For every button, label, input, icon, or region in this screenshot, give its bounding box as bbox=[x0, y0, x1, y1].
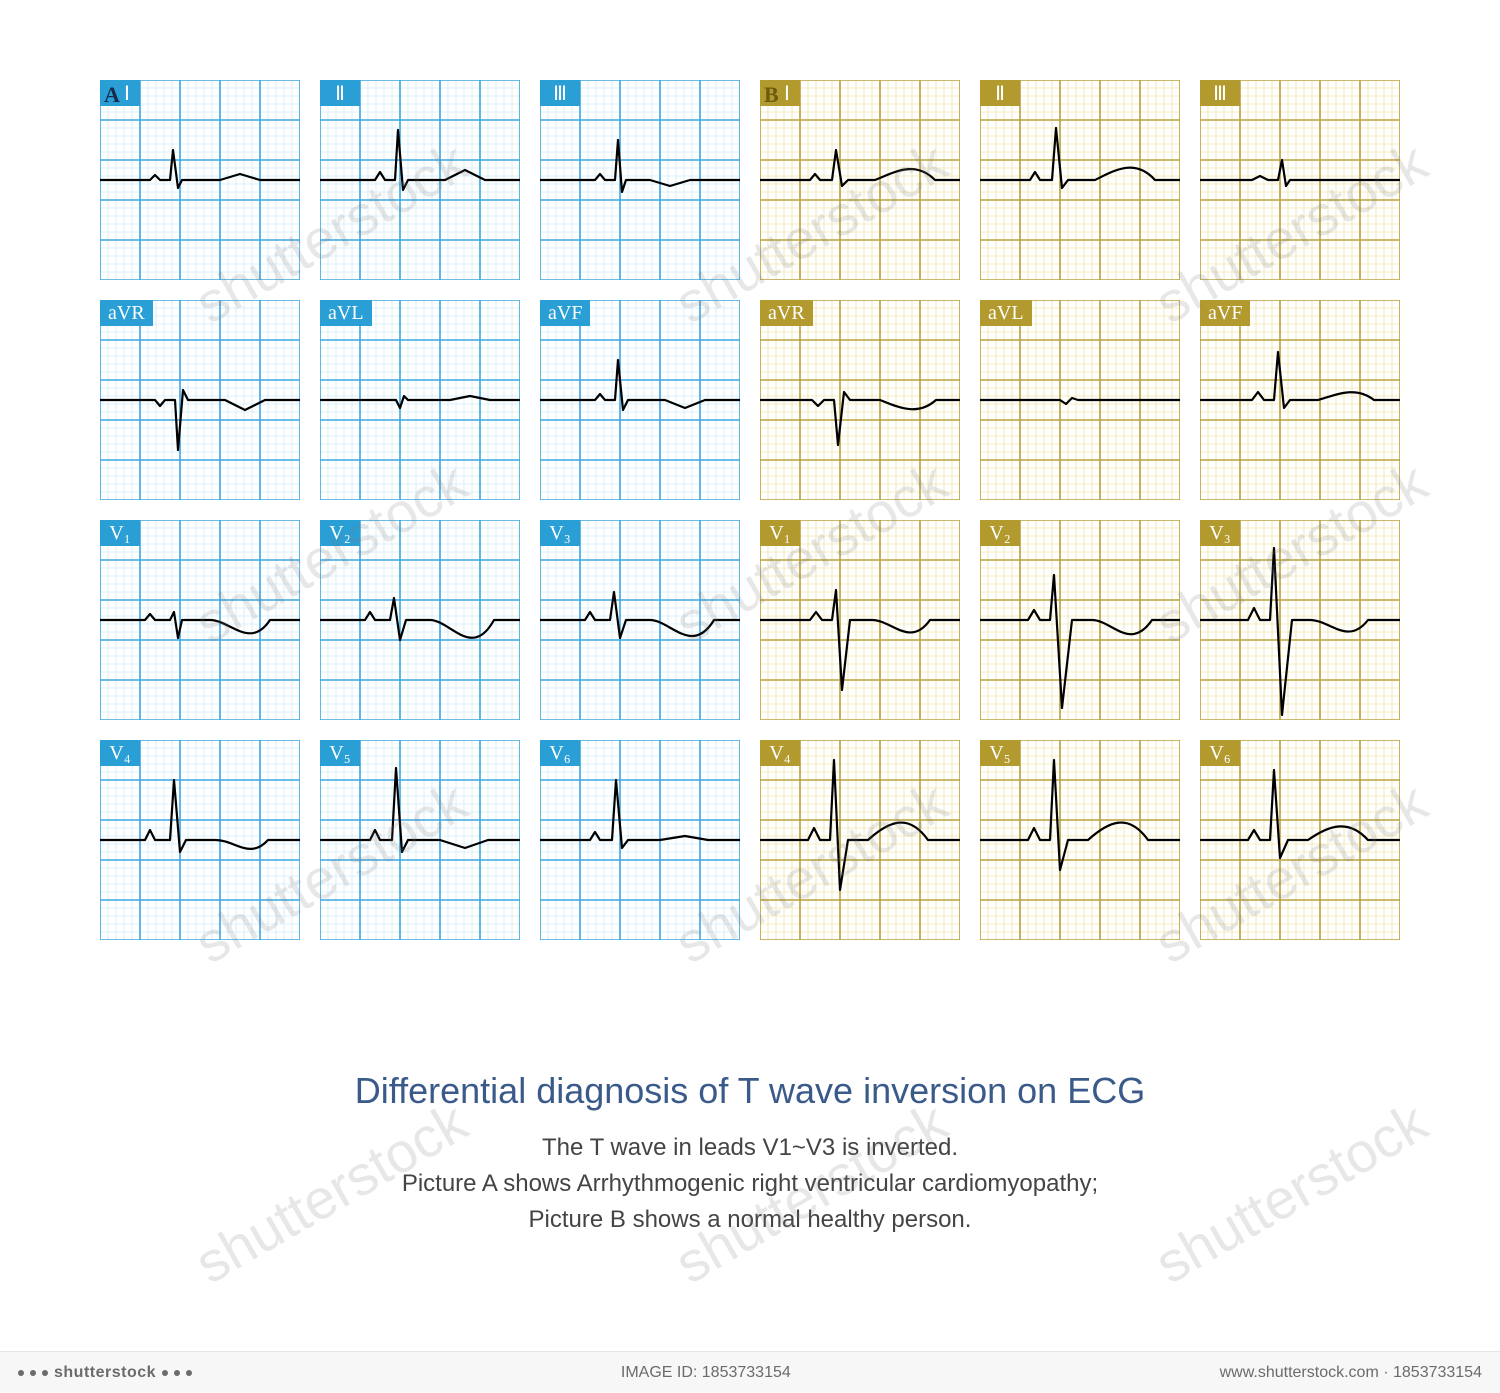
lead-label-B-aVL: aVL bbox=[980, 300, 1032, 326]
ecg-panel-A-aVF: aVF bbox=[540, 300, 740, 500]
ecg-panel-B-Ⅱ: Ⅱ bbox=[980, 80, 1180, 280]
lead-label-A-V₄: V₄ bbox=[100, 740, 140, 766]
ecg-panel-B-aVF: aVF bbox=[1200, 300, 1400, 500]
lead-label-A-aVF: aVF bbox=[540, 300, 590, 326]
ecg-panel-B-V₁: V₁ bbox=[760, 520, 960, 720]
subtitle-line: Picture A shows Arrhythmogenic right ven… bbox=[0, 1166, 1500, 1202]
lead-label-B-Ⅱ: Ⅱ bbox=[980, 80, 1020, 106]
footer-url: www.shutterstock.com · 1853733154 bbox=[1220, 1364, 1482, 1382]
stock-footer: shutterstock IMAGE ID: 1853733154 www.sh… bbox=[0, 1351, 1500, 1393]
ecg-panel-B-V₄: V₄ bbox=[760, 740, 960, 940]
lead-label-A-Ⅱ: Ⅱ bbox=[320, 80, 360, 106]
lead-label-B-aVR: aVR bbox=[760, 300, 813, 326]
ecg-panel-A-V₃: V₃ bbox=[540, 520, 740, 720]
lead-label-B-V₆: V₆ bbox=[1200, 740, 1240, 766]
figure-subtitle: The T wave in leads V1~V3 is inverted.Pi… bbox=[0, 1130, 1500, 1238]
set-letter-B: B bbox=[764, 82, 779, 108]
ecg-panel-B-aVL: aVL bbox=[980, 300, 1180, 500]
ecg-panel-A-Ⅰ: AⅠ bbox=[100, 80, 300, 280]
ecg-panel-A-V₂: V₂ bbox=[320, 520, 520, 720]
lead-label-A-V₂: V₂ bbox=[320, 520, 360, 546]
ecg-figure: AⅠ Ⅱ Ⅲ BⅠ Ⅱ Ⅲ aVR aVL aVF aVR aVL aVF V₁… bbox=[100, 80, 1400, 940]
lead-label-A-Ⅲ: Ⅲ bbox=[540, 80, 580, 106]
lead-label-A-aVL: aVL bbox=[320, 300, 372, 326]
caption-block: Differential diagnosis of T wave inversi… bbox=[0, 1070, 1500, 1238]
subtitle-line: Picture B shows a normal healthy person. bbox=[0, 1202, 1500, 1238]
ecg-panel-B-V₃: V₃ bbox=[1200, 520, 1400, 720]
ecg-panel-A-Ⅱ: Ⅱ bbox=[320, 80, 520, 280]
subtitle-line: The T wave in leads V1~V3 is inverted. bbox=[0, 1130, 1500, 1166]
footer-brand: shutterstock bbox=[18, 1364, 192, 1382]
lead-label-B-V₅: V₅ bbox=[980, 740, 1020, 766]
ecg-panel-A-aVL: aVL bbox=[320, 300, 520, 500]
lead-label-B-aVF: aVF bbox=[1200, 300, 1250, 326]
lead-label-A-V₃: V₃ bbox=[540, 520, 580, 546]
ecg-panel-A-aVR: aVR bbox=[100, 300, 300, 500]
ecg-panel-B-Ⅲ: Ⅲ bbox=[1200, 80, 1400, 280]
lead-label-A-aVR: aVR bbox=[100, 300, 153, 326]
lead-label-B-V₁: V₁ bbox=[760, 520, 800, 546]
lead-label-B-V₂: V₂ bbox=[980, 520, 1020, 546]
footer-brand-text: shutterstock bbox=[54, 1364, 156, 1382]
ecg-panel-B-Ⅰ: BⅠ bbox=[760, 80, 960, 280]
ecg-panel-grid: AⅠ Ⅱ Ⅲ BⅠ Ⅱ Ⅲ aVR aVL aVF aVR aVL aVF V₁… bbox=[100, 80, 1400, 940]
figure-title: Differential diagnosis of T wave inversi… bbox=[0, 1070, 1500, 1112]
lead-label-B-Ⅲ: Ⅲ bbox=[1200, 80, 1240, 106]
ecg-panel-B-aVR: aVR bbox=[760, 300, 960, 500]
ecg-panel-A-V₁: V₁ bbox=[100, 520, 300, 720]
ecg-panel-A-Ⅲ: Ⅲ bbox=[540, 80, 740, 280]
ecg-panel-A-V₅: V₅ bbox=[320, 740, 520, 940]
lead-label-B-V₄: V₄ bbox=[760, 740, 800, 766]
ecg-panel-A-V₆: V₆ bbox=[540, 740, 740, 940]
ecg-panel-A-V₄: V₄ bbox=[100, 740, 300, 940]
lead-label-A-V₅: V₅ bbox=[320, 740, 360, 766]
set-letter-A: A bbox=[104, 82, 120, 108]
lead-label-B-V₃: V₃ bbox=[1200, 520, 1240, 546]
lead-label-A-V₁: V₁ bbox=[100, 520, 140, 546]
lead-label-A-V₆: V₆ bbox=[540, 740, 580, 766]
footer-image-id: IMAGE ID: 1853733154 bbox=[621, 1364, 791, 1382]
ecg-panel-B-V₆: V₆ bbox=[1200, 740, 1400, 940]
ecg-panel-B-V₂: V₂ bbox=[980, 520, 1180, 720]
ecg-panel-B-V₅: V₅ bbox=[980, 740, 1180, 940]
